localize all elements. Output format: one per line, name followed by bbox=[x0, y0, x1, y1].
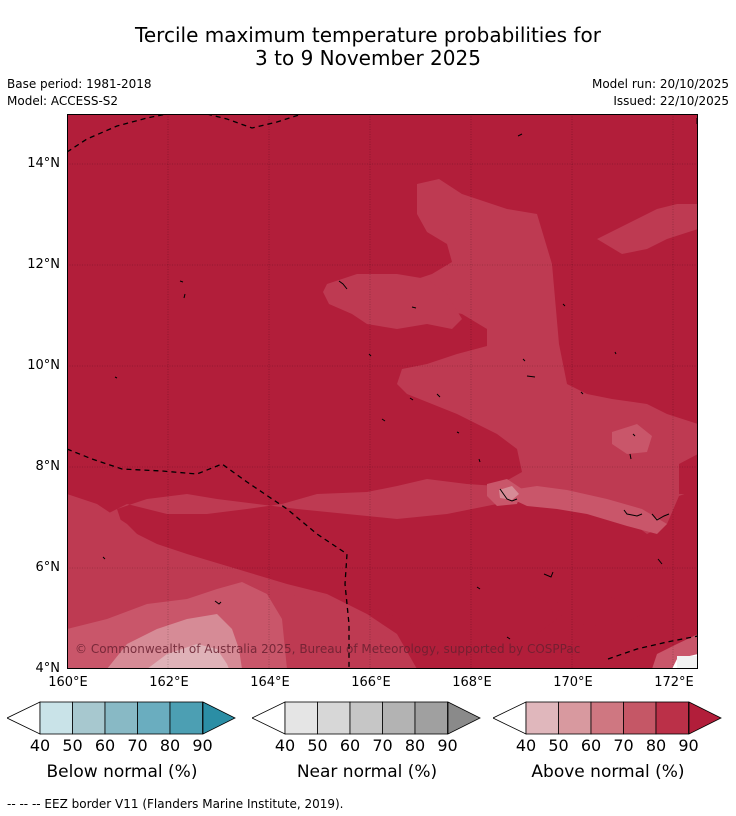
colorbar-below bbox=[7, 701, 236, 735]
colorbar-below-max-arrow bbox=[202, 701, 236, 735]
colorbar-above-min-arrow bbox=[493, 701, 527, 735]
colorbar-below-cell bbox=[39, 701, 73, 735]
colorbar-near-label: 90 bbox=[437, 736, 458, 755]
colorbar-below-cell bbox=[137, 701, 171, 735]
y-tick-6n: 6°N bbox=[35, 560, 61, 575]
colorbar-below-label: 90 bbox=[192, 736, 213, 755]
x-tick-160e: 160°E bbox=[48, 675, 88, 690]
colorbar-below-label: 80 bbox=[159, 736, 181, 755]
colorbar-near-label: 60 bbox=[339, 736, 361, 755]
title-line-2: 3 to 9 November 2025 bbox=[255, 46, 481, 70]
colorbar-above-cell bbox=[558, 701, 592, 735]
colorbar-above-title: Above normal (%) bbox=[531, 762, 685, 782]
colorbar-below-label: 60 bbox=[94, 736, 116, 755]
colorbar-above-max-arrow bbox=[688, 701, 722, 735]
y-tick-8n: 8°N bbox=[35, 459, 61, 474]
model-name: Model: ACCESS-S2 bbox=[7, 94, 119, 108]
model-run: Model run: 20/10/2025 bbox=[591, 77, 729, 91]
eez-borders bbox=[67, 114, 698, 669]
colorbar-above-label: 50 bbox=[548, 736, 569, 755]
colorbar-above-cell bbox=[525, 701, 559, 735]
fill-above-80-region bbox=[67, 179, 698, 669]
x-tick-170e: 170°E bbox=[553, 675, 593, 690]
colorbar-below-cell bbox=[72, 701, 106, 735]
x-tick-168e: 168°E bbox=[452, 675, 492, 690]
colorbar-near-cell bbox=[317, 701, 351, 735]
colorbar-near-label: 80 bbox=[404, 736, 426, 755]
colorbar-below-cell bbox=[104, 701, 138, 735]
y-tick-12n: 12°N bbox=[27, 257, 60, 272]
colorbar-near-max-arrow bbox=[447, 701, 481, 735]
x-tick-164e: 164°E bbox=[250, 675, 290, 690]
issued-date: Issued: 22/10/2025 bbox=[613, 94, 729, 108]
colorbar-below-cell bbox=[169, 701, 203, 735]
y-tick-10n: 10°N bbox=[27, 358, 60, 373]
colorbar-above-cell bbox=[590, 701, 624, 735]
colorbar-below-label: 50 bbox=[62, 736, 83, 755]
copyright-text: © Commonwealth of Australia 2025, Bureau… bbox=[75, 642, 580, 656]
colorbar-above-label: 40 bbox=[515, 736, 537, 755]
colorbar-near-cell bbox=[414, 701, 448, 735]
colorbar-near-label: 70 bbox=[372, 736, 393, 755]
colorbar-above-label: 90 bbox=[678, 736, 699, 755]
colorbar-above-label: 80 bbox=[645, 736, 667, 755]
base-period: Base period: 1981-2018 bbox=[7, 77, 152, 91]
y-tick-14n: 14°N bbox=[27, 156, 60, 171]
colorbar-near-label: 50 bbox=[307, 736, 328, 755]
graticule bbox=[67, 114, 698, 669]
colorbar-near-min-arrow bbox=[252, 701, 286, 735]
colorbar-near-cell bbox=[382, 701, 416, 735]
y-tick-4n: 4°N bbox=[35, 661, 61, 676]
colorbar-above-cell bbox=[655, 701, 689, 735]
colorbar-near bbox=[252, 701, 481, 735]
x-tick-162e: 162°E bbox=[149, 675, 189, 690]
colorbar-above-label: 70 bbox=[613, 736, 634, 755]
eez-footnote: -- -- -- EEZ border V11 (Flanders Marine… bbox=[7, 797, 344, 811]
colorbar-below-min-arrow bbox=[7, 701, 41, 735]
colorbar-above bbox=[493, 701, 722, 735]
islands bbox=[102, 118, 698, 640]
colorbar-below-label: 40 bbox=[29, 736, 51, 755]
x-tick-172e: 172°E bbox=[654, 675, 694, 690]
colorbar-above-cell bbox=[623, 701, 657, 735]
probability-map: © Commonwealth of Australia 2025, Bureau… bbox=[67, 114, 698, 669]
colorbar-below-label: 70 bbox=[127, 736, 148, 755]
colorbar-below-title: Below normal (%) bbox=[46, 762, 198, 782]
colorbar-near-label: 40 bbox=[274, 736, 296, 755]
colorbar-above-label: 60 bbox=[580, 736, 602, 755]
colorbar-near-cell bbox=[284, 701, 318, 735]
x-tick-166e: 166°E bbox=[351, 675, 391, 690]
colorbar-near-title: Near normal (%) bbox=[296, 762, 438, 782]
title-line-1: Tercile maximum temperature probabilitie… bbox=[135, 23, 601, 47]
colorbar-near-cell bbox=[349, 701, 383, 735]
